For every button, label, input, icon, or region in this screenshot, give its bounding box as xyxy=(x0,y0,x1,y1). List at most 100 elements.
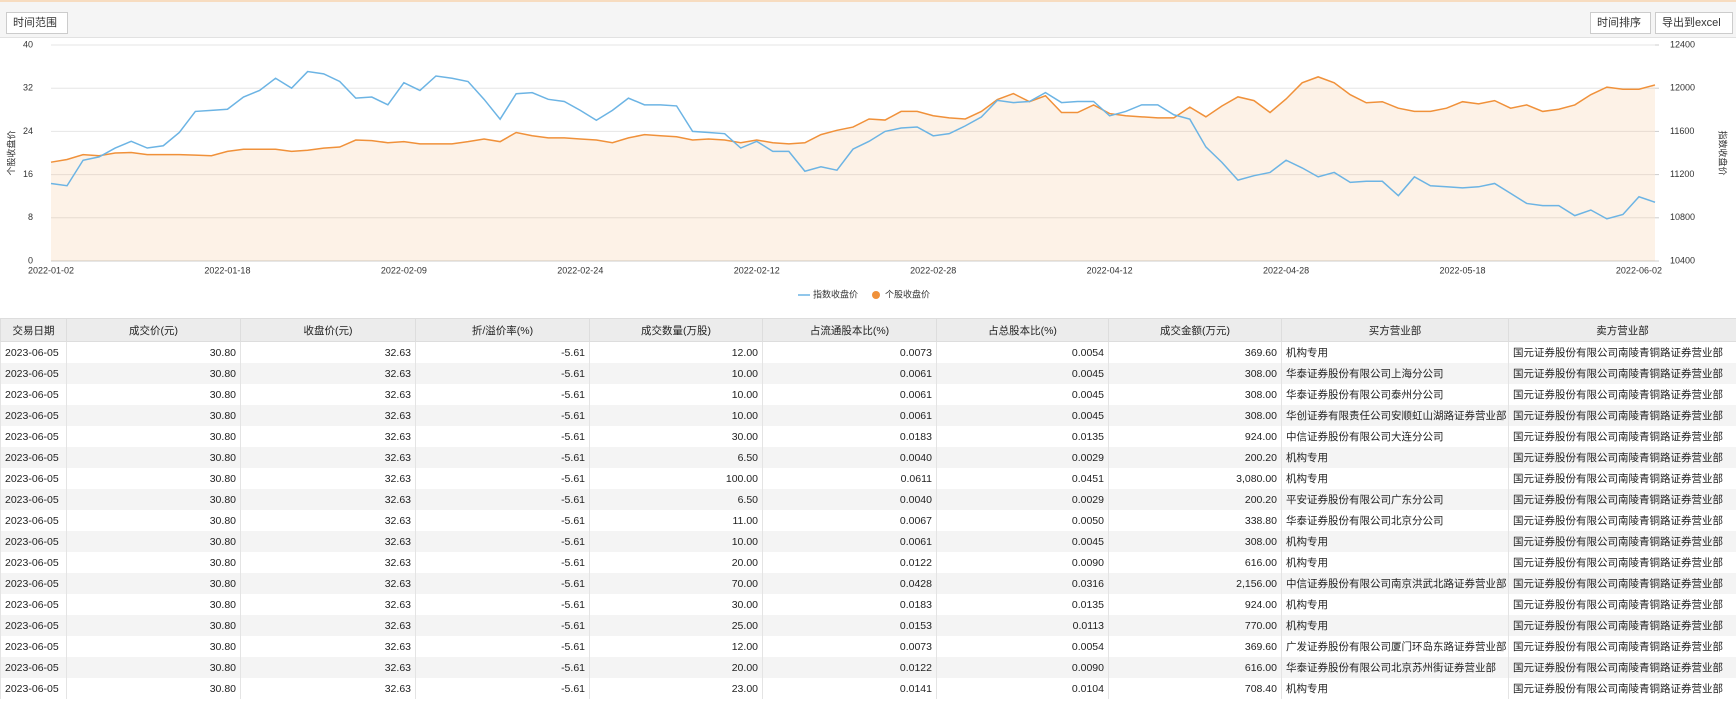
table-cell: 0.0316 xyxy=(936,573,1109,594)
column-header: 卖方营业部 xyxy=(1508,318,1736,342)
table-cell: 2023-06-05 xyxy=(0,573,67,594)
y2-tick-label: 12000 xyxy=(1670,83,1695,93)
table-cell: 0.0451 xyxy=(936,468,1109,489)
table-cell: 616.00 xyxy=(1108,657,1282,678)
column-header: 成交价(元) xyxy=(66,318,241,342)
table-cell: 308.00 xyxy=(1108,384,1282,405)
toolbar: 时间范围 时间排序 导出到excel xyxy=(0,0,1736,38)
table-row: 2023-06-05 30.80 32.63 -5.61 30.00 0.0183 0.01… xyxy=(0,594,1736,615)
table-cell: 0.0135 xyxy=(936,594,1109,615)
table-cell: 30.00 xyxy=(589,426,763,447)
table-cell: -5.61 xyxy=(415,510,590,531)
table-cell: 30.80 xyxy=(66,510,241,531)
table-cell: 国元证券股份有限公司南陵青铜路证券营业部 xyxy=(1508,405,1736,426)
table-cell: 机构专用 xyxy=(1281,447,1509,468)
table-cell: 30.80 xyxy=(66,615,241,636)
table-cell: 0.0090 xyxy=(936,657,1109,678)
column-header: 成交数量(万股) xyxy=(589,318,763,342)
table-cell: 国元证券股份有限公司南陵青铜路证券营业部 xyxy=(1508,657,1736,678)
table-row: 2023-06-05 30.80 32.63 -5.61 25.00 0.0153 0.01… xyxy=(0,615,1736,636)
range-button[interactable]: 时间范围 xyxy=(6,12,68,34)
table-cell: 10.00 xyxy=(589,405,763,426)
table-cell: 2023-06-05 xyxy=(0,657,67,678)
table-cell: 32.63 xyxy=(240,552,416,573)
table-cell: 机构专用 xyxy=(1281,594,1509,615)
line xyxy=(50,70,1656,220)
table-row: 2023-06-05 30.80 32.63 -5.61 10.00 0.0061 0.00… xyxy=(0,405,1736,426)
table-cell: 30.00 xyxy=(589,594,763,615)
table-cell: 32.63 xyxy=(240,615,416,636)
export-button[interactable]: 导出到excel xyxy=(1655,12,1733,34)
table-cell: 0.0040 xyxy=(762,489,937,510)
column-header: 占总股本比(%) xyxy=(936,318,1109,342)
table-cell: 0.0067 xyxy=(762,510,937,531)
table-cell: 2023-06-05 xyxy=(0,384,67,405)
table-cell: 32.63 xyxy=(240,594,416,615)
table-cell: 11.00 xyxy=(589,510,763,531)
y2-tick-label: 10800 xyxy=(1670,212,1695,222)
table-cell: 0.0122 xyxy=(762,552,937,573)
table-cell: 0.0045 xyxy=(936,531,1109,552)
table-cell: 20.00 xyxy=(589,552,763,573)
table-cell: -5.61 xyxy=(415,552,590,573)
table-cell: 0.0054 xyxy=(936,341,1109,363)
table-cell: 机构专用 xyxy=(1281,341,1509,363)
table-cell: 机构专用 xyxy=(1281,552,1509,573)
table-cell: 30.80 xyxy=(66,384,241,405)
y-tick-label: 0 xyxy=(28,255,33,265)
table-cell: 华泰证券股份有限公司北京苏州街证券营业部 xyxy=(1281,657,1509,678)
x-tick-label: 2022-02-24 xyxy=(557,265,603,275)
table-cell: 国元证券股份有限公司南陵青铜路证券营业部 xyxy=(1508,552,1736,573)
table-cell: 0.0104 xyxy=(936,678,1109,699)
table-cell: 机构专用 xyxy=(1281,615,1509,636)
table-row: 2023-06-05 30.80 32.63 -5.61 20.00 0.0122 0.00… xyxy=(0,657,1736,678)
table-cell: 6.50 xyxy=(589,447,763,468)
table-row: 2023-06-05 30.80 32.63 -5.61 10.00 0.0061 0.00… xyxy=(0,384,1736,405)
line xyxy=(50,76,1656,163)
y-tick-label: 32 xyxy=(23,83,33,93)
table-cell: 0.0061 xyxy=(762,363,937,384)
table-row: 2023-06-05 30.80 32.63 -5.61 12.00 0.0073 0.00… xyxy=(0,341,1736,363)
legend-swatch xyxy=(872,291,880,299)
table-cell: 32.63 xyxy=(240,573,416,594)
y2-tick-label: 11200 xyxy=(1670,169,1694,179)
table-cell: 2023-06-05 xyxy=(0,615,67,636)
table-cell: 0.0090 xyxy=(936,552,1109,573)
table-row: 2023-06-05 30.80 32.63 -5.61 100.00 0.0611 0.0… xyxy=(0,468,1736,489)
table-cell: 0.0054 xyxy=(936,636,1109,657)
table-cell: 32.63 xyxy=(240,678,416,699)
y-axis-label: 个股收盘价 xyxy=(5,130,16,175)
x-tick-label: 2022-05-18 xyxy=(1439,265,1485,275)
table-cell: 32.63 xyxy=(240,510,416,531)
table-cell: 32.63 xyxy=(240,657,416,678)
table-cell: 2023-06-05 xyxy=(0,363,67,384)
table-cell: 25.00 xyxy=(589,615,763,636)
table-cell: 国元证券股份有限公司南陵青铜路证券营业部 xyxy=(1508,510,1736,531)
x-tick-label: 2022-04-28 xyxy=(1263,265,1309,275)
table-cell: 0.0061 xyxy=(762,531,937,552)
table-cell: 70.00 xyxy=(589,573,763,594)
table-cell: -5.61 xyxy=(415,447,590,468)
y2-tick-label: 10400 xyxy=(1670,255,1695,265)
table-cell: 30.80 xyxy=(66,657,241,678)
chart: 0 8 16 24 32 40 10400 10800 11200 11600 12000 12400… xyxy=(5,39,1728,299)
sort-button[interactable]: 时间排序 xyxy=(1590,12,1651,34)
table-cell: 3,080.00 xyxy=(1108,468,1282,489)
table-cell: 30.80 xyxy=(66,573,241,594)
table-cell: 2023-06-05 xyxy=(0,678,67,699)
table-row: 2023-06-05 30.80 32.63 -5.61 10.00 0.0061 0.00… xyxy=(0,363,1736,384)
table-cell: 机构专用 xyxy=(1281,468,1509,489)
table-cell: 23.00 xyxy=(589,678,763,699)
table-row: 2023-06-05 30.80 32.63 -5.61 10.00 0.0061 0.00… xyxy=(0,531,1736,552)
column-header: 收盘价(元) xyxy=(240,318,416,342)
table-cell: 0.0061 xyxy=(762,405,937,426)
table-cell: 0.0611 xyxy=(762,468,937,489)
table-cell: 2023-06-05 xyxy=(0,447,67,468)
table-cell: 30.80 xyxy=(66,594,241,615)
table-cell: 708.40 xyxy=(1108,678,1282,699)
table-cell: 30.80 xyxy=(66,552,241,573)
y-tick-label: 16 xyxy=(23,169,33,179)
x-tick-label: 2022-02-12 xyxy=(734,265,780,275)
table-cell: 770.00 xyxy=(1108,615,1282,636)
